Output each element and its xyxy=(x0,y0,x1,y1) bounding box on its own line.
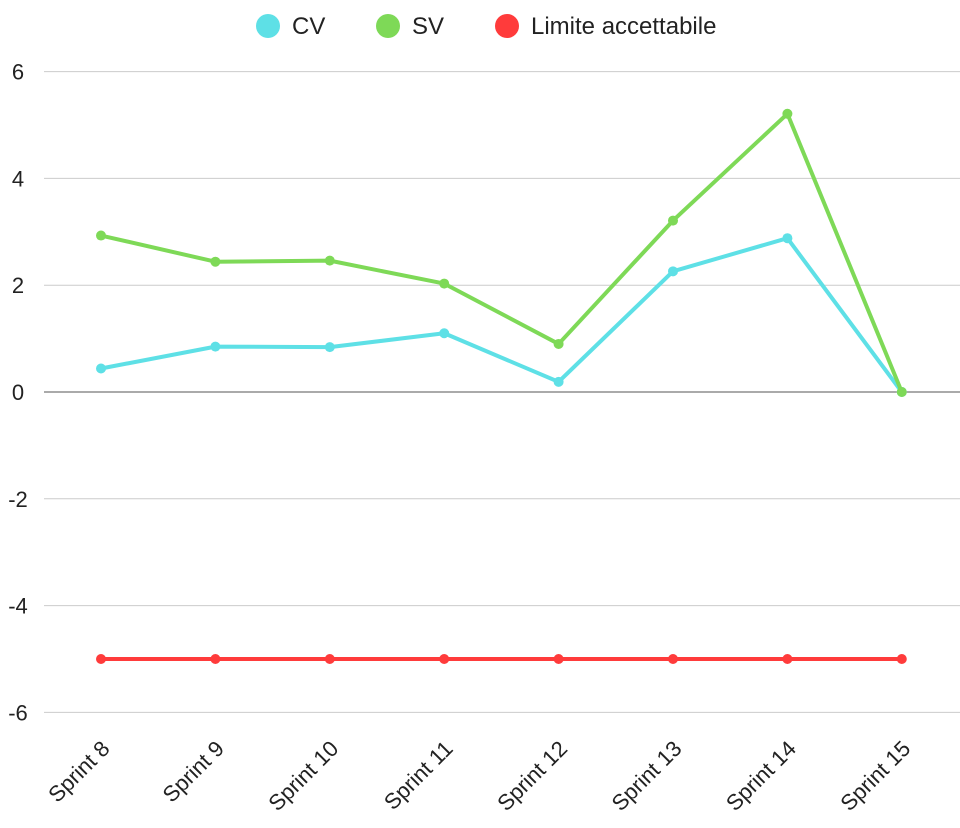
y-tick-label: -2 xyxy=(8,487,28,512)
data-point-limite-accettabile xyxy=(96,654,106,664)
series-line-cv xyxy=(99,236,904,394)
x-tick-label: Sprint 14 xyxy=(721,736,801,816)
legend-label-sv: SV xyxy=(412,13,444,40)
legend-label-limite-accettabile: Limite accettabile xyxy=(531,13,716,40)
x-tick-label: Sprint 10 xyxy=(263,736,343,816)
data-point-limite-accettabile xyxy=(324,654,335,664)
data-point-limite-accettabile xyxy=(439,654,450,664)
x-tick-label: Sprint 11 xyxy=(379,736,458,815)
grid-lines xyxy=(44,71,960,713)
y-tick-label: 2 xyxy=(12,273,24,298)
data-point-limite-accettabile xyxy=(210,654,221,664)
y-tick-label: -4 xyxy=(8,594,28,619)
x-tick-label: Sprint 12 xyxy=(492,736,572,816)
x-tick-label: Sprint 15 xyxy=(835,736,915,816)
y-tick-label: 6 xyxy=(12,60,24,85)
data-point-limite-accettabile xyxy=(896,654,907,664)
data-point-cv xyxy=(553,376,564,387)
legend-label-cv: CV xyxy=(292,13,325,40)
x-axis-ticks: Sprint 8 Sprint 9 Sprint 10 Sprint 11 Sprint… xyxy=(43,736,915,816)
data-point-cv xyxy=(782,233,793,244)
legend-marker-limite-accettabile xyxy=(495,14,519,38)
data-point-cv xyxy=(210,341,221,352)
data-point-cv xyxy=(96,363,106,374)
legend-marker-sv xyxy=(376,14,400,38)
series-line-sv xyxy=(99,111,904,394)
x-tick-label: Sprint 8 xyxy=(43,736,114,807)
data-point-sv xyxy=(210,256,221,267)
data-point-sv xyxy=(668,215,678,226)
data-point-limite-accettabile xyxy=(553,654,564,664)
data-point-sv xyxy=(96,230,106,241)
x-tick-label: Sprint 9 xyxy=(158,736,229,807)
data-point-cv xyxy=(324,342,335,353)
data-point-sv xyxy=(439,278,450,289)
x-tick-label: Sprint 13 xyxy=(607,736,687,816)
y-tick-label: 4 xyxy=(12,166,24,191)
data-point-sv xyxy=(896,387,907,397)
data-point-sv xyxy=(782,108,793,119)
series-lines xyxy=(96,108,907,664)
y-tick-label: -6 xyxy=(8,700,28,725)
y-axis-ticks: 6 4 2 0 -2 -4 -6 xyxy=(8,60,28,726)
data-point-limite-accettabile xyxy=(782,654,793,664)
data-point-sv xyxy=(324,255,335,266)
legend: CV SV Limite accettabile xyxy=(256,13,716,40)
y-tick-label: 0 xyxy=(12,380,24,405)
legend-marker-cv xyxy=(256,14,280,38)
data-point-cv xyxy=(439,328,450,339)
data-point-sv xyxy=(553,338,564,349)
data-point-cv xyxy=(668,266,678,277)
data-point-limite-accettabile xyxy=(668,654,678,664)
